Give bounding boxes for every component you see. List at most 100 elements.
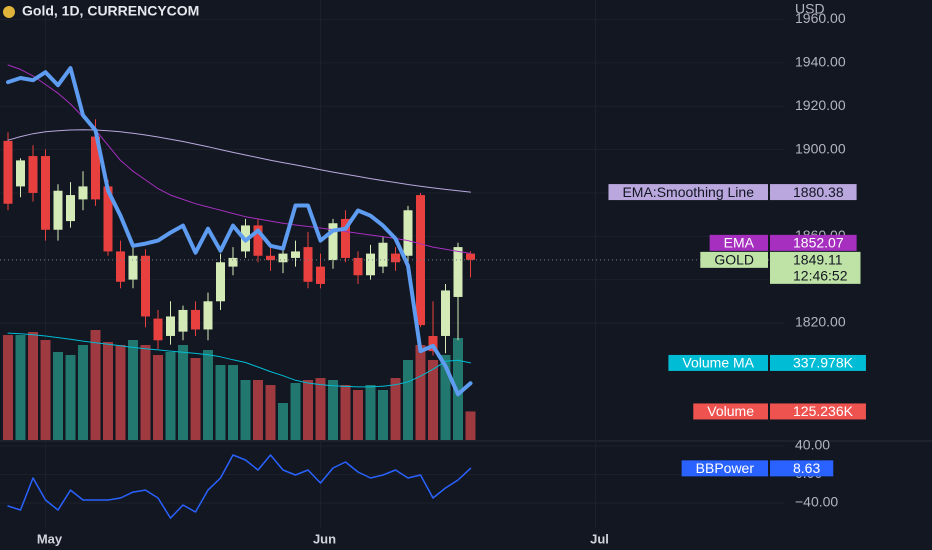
volume-bar <box>153 355 163 440</box>
candle-body <box>116 251 125 282</box>
candle-body <box>328 223 338 261</box>
volume-bar <box>240 379 251 440</box>
label-value: 1849.11 <box>793 252 843 268</box>
label-value: 125.236K <box>793 403 854 419</box>
volume-bar <box>215 365 226 440</box>
volume-bar <box>465 411 476 440</box>
volume-bar <box>165 352 176 440</box>
candle-body <box>28 156 38 193</box>
volume-bar <box>228 365 238 440</box>
candle-body <box>66 195 75 222</box>
candle-body <box>91 136 100 200</box>
candle-body <box>378 242 388 267</box>
y-tick-label: −40.00 <box>795 494 838 510</box>
candle-body <box>453 247 463 297</box>
chart-title: Gold, 1D, CURRENCYCOM <box>22 3 199 19</box>
volume-bar <box>178 345 188 440</box>
label-value-box <box>770 234 857 251</box>
label-name: BBPower <box>696 460 755 476</box>
volume-bar <box>390 378 401 440</box>
x-tick-label: Jun <box>313 531 336 546</box>
x-tick-label: May <box>37 531 63 546</box>
candle-body <box>403 210 413 256</box>
candle-body <box>391 253 400 263</box>
candle-body <box>166 316 175 336</box>
candle-body <box>216 262 225 302</box>
candle-body <box>441 290 450 336</box>
candle-body <box>228 257 238 267</box>
volume-bar <box>265 385 276 440</box>
label-value-box <box>770 251 861 284</box>
candle-body <box>3 140 13 204</box>
y-tick-label: 1920.00 <box>795 97 846 113</box>
volume-bar <box>353 390 363 440</box>
volume-bar <box>378 390 388 440</box>
candle-body <box>78 186 88 200</box>
candle-body <box>291 251 300 258</box>
candle-body <box>141 255 150 317</box>
volume-bar <box>15 335 26 440</box>
volume-bar <box>365 385 376 440</box>
volume-bar <box>440 355 451 440</box>
candle-body <box>203 301 213 330</box>
label-name-box <box>681 460 768 477</box>
label-name-box <box>668 354 768 371</box>
label-name: EMA:Smoothing Line <box>622 184 754 200</box>
indicator-line <box>6 66 473 397</box>
candle-body <box>278 253 288 263</box>
y-tick-label: 1820.00 <box>795 314 846 330</box>
volume-bar <box>403 360 413 440</box>
volume-bar <box>115 345 126 440</box>
volume-bar <box>53 352 63 440</box>
candle-body <box>53 190 63 230</box>
candle-body <box>353 257 363 276</box>
label-value-box <box>770 184 857 201</box>
indicator-line <box>7 454 472 519</box>
candle-body <box>153 318 163 341</box>
candle-body <box>41 156 50 230</box>
label-value-box <box>770 354 866 371</box>
volume-bar <box>328 379 338 440</box>
candle-body <box>428 335 438 352</box>
label-name: Volume MA <box>682 355 754 371</box>
y-tick-label: 1900.00 <box>795 140 846 156</box>
label-value: 8.63 <box>793 460 820 476</box>
indicator-line <box>7 129 471 193</box>
indicator-line <box>7 332 471 388</box>
volume-bar <box>90 330 101 440</box>
y-tick-label: 1940.00 <box>795 54 846 70</box>
symbol-logo <box>3 6 15 18</box>
label-name-box <box>700 251 768 268</box>
label-name: Volume <box>707 403 754 419</box>
volume-bar <box>65 355 76 440</box>
y-tick-label: 40.00 <box>795 437 830 453</box>
volume-bar <box>128 340 138 440</box>
candle-body <box>103 186 113 252</box>
candle-body <box>128 255 138 280</box>
volume-bar <box>315 378 326 440</box>
volume-bar <box>290 383 301 440</box>
candle-body <box>303 247 313 282</box>
label-value-box <box>770 460 834 477</box>
candle-body <box>341 218 350 258</box>
volume-bar <box>28 332 38 440</box>
candle-body <box>178 309 188 332</box>
label-name: EMA <box>724 235 755 251</box>
volume-bar <box>140 345 151 440</box>
volume-bar <box>3 335 13 440</box>
candle-body <box>316 266 325 284</box>
candle-body <box>266 255 275 261</box>
currency-label: USD <box>795 1 825 17</box>
label-name-box <box>709 234 768 251</box>
label-name-box <box>693 403 768 420</box>
label-value: 337.978K <box>793 355 854 371</box>
volume-bar <box>103 342 113 440</box>
label-value: 12:46:52 <box>793 268 848 284</box>
volume-bar <box>203 350 213 440</box>
label-value: 1852.07 <box>793 235 844 251</box>
volume-bar <box>453 338 463 440</box>
volume-bar <box>428 360 438 440</box>
label-name: GOLD <box>714 252 754 268</box>
